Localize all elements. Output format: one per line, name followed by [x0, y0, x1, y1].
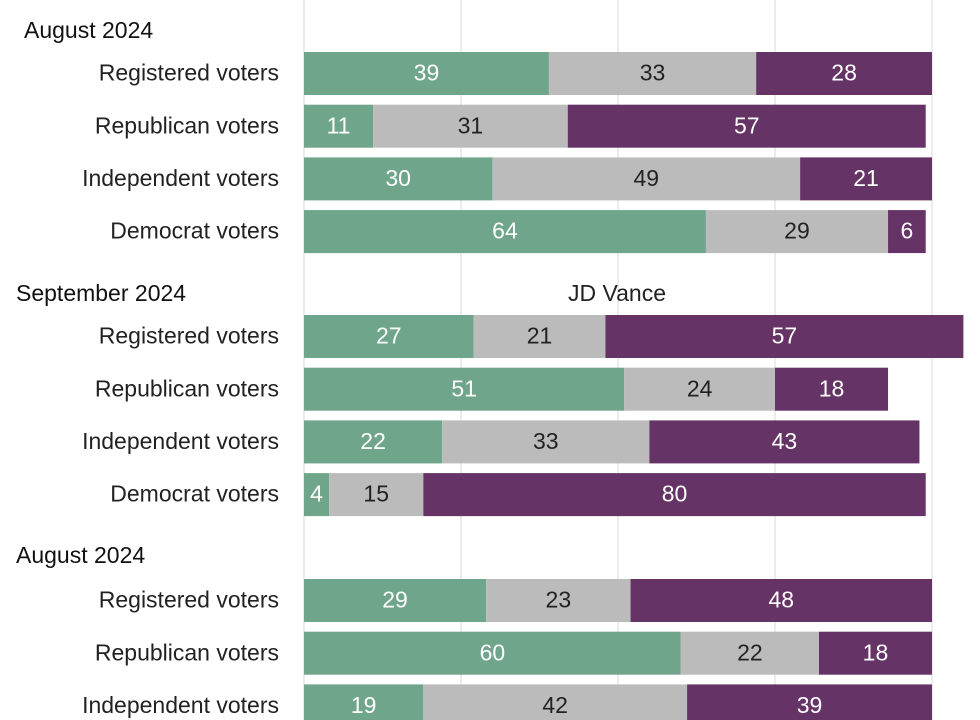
bar-group-1: August 2024 Registered voters 39 33 28 Republ…	[24, 17, 932, 254]
data-label: 49	[633, 165, 659, 191]
bar-segment	[818, 631, 932, 675]
data-label: 28	[831, 60, 857, 86]
bar-segment	[756, 52, 932, 95]
bar-segment	[304, 631, 681, 675]
data-label: 33	[533, 428, 559, 454]
bar-segment	[680, 631, 819, 675]
data-label: 48	[768, 587, 794, 613]
bar-segment	[304, 157, 493, 201]
data-label: 22	[737, 639, 763, 665]
category-label: Republican voters	[95, 639, 279, 665]
bar-segment	[888, 210, 926, 254]
category-label: Democrat voters	[110, 481, 279, 507]
data-label: 42	[542, 692, 568, 718]
data-label: 30	[385, 165, 411, 191]
category-label: Registered voters	[99, 323, 279, 349]
category-label: Registered voters	[99, 60, 279, 86]
bar-segment	[687, 684, 932, 720]
data-label: 80	[662, 481, 688, 507]
bar-segment	[800, 157, 932, 201]
category-label: Independent voters	[82, 692, 279, 718]
bar-segment	[304, 315, 474, 358]
bar-group-2: September 2024 JD Vance Registered voters 2…	[16, 280, 964, 517]
bar-segment	[304, 420, 443, 464]
bar-segment	[304, 367, 625, 411]
data-label: 57	[734, 112, 760, 138]
category-label: Independent voters	[82, 165, 279, 191]
data-label: 33	[640, 60, 666, 86]
data-label: 29	[382, 587, 408, 613]
bar-segment	[649, 420, 920, 464]
group-title: August 2024	[16, 542, 145, 568]
bar-segment	[473, 315, 606, 358]
bar-segment	[705, 210, 889, 254]
bar-segment	[423, 684, 688, 720]
bar-segment	[630, 579, 932, 622]
data-label: 64	[492, 218, 518, 244]
data-label: 51	[451, 375, 477, 401]
bar-segment	[329, 473, 424, 517]
data-label: 19	[351, 692, 377, 718]
bar-segment	[373, 104, 568, 148]
group-title: August 2024	[24, 17, 153, 43]
data-label: 22	[360, 428, 386, 454]
bar-groups: August 2024 Registered voters 39 33 28 Republ…	[16, 17, 964, 720]
data-label: 11	[327, 112, 351, 138]
data-label: 60	[480, 639, 506, 665]
category-label: Independent voters	[82, 428, 279, 454]
data-label: 4	[310, 481, 323, 507]
bar-segment	[304, 210, 706, 254]
data-label: 18	[863, 639, 889, 665]
bar-segment	[423, 473, 926, 517]
data-label: 6	[900, 218, 913, 244]
bar-segment	[775, 367, 889, 411]
data-label: 43	[772, 428, 798, 454]
bar-segment	[567, 104, 926, 148]
data-label: 15	[363, 481, 389, 507]
data-label: 24	[687, 375, 713, 401]
data-label: 39	[414, 60, 440, 86]
bar-segment	[304, 473, 330, 517]
data-label: 23	[546, 587, 572, 613]
bar-segment	[304, 104, 374, 148]
group-title: September 2024	[16, 280, 186, 306]
data-label: 57	[772, 323, 798, 349]
data-label: 21	[853, 165, 879, 191]
data-label: 29	[784, 218, 810, 244]
bar-segment	[548, 52, 757, 95]
data-label: 31	[458, 112, 484, 138]
category-label: Registered voters	[99, 587, 279, 613]
bar-segment	[492, 157, 801, 201]
bar-segment	[304, 52, 549, 95]
data-label: 21	[527, 323, 553, 349]
bar-segment	[304, 684, 424, 720]
bar-segment	[442, 420, 650, 464]
data-label: 27	[376, 323, 402, 349]
bar-segment	[605, 315, 964, 358]
category-label: Democrat voters	[110, 218, 279, 244]
category-label: Republican voters	[95, 112, 279, 138]
bar-segment	[624, 367, 775, 411]
bar-segment	[304, 579, 487, 622]
data-label: 39	[797, 692, 823, 718]
bar-group-3: August 2024 Registered voters 29 23 48 Republ…	[16, 542, 932, 720]
data-label: 18	[819, 375, 845, 401]
group-subtitle: JD Vance	[568, 280, 666, 306]
category-label: Republican voters	[95, 375, 279, 401]
bar-segment	[486, 579, 631, 622]
